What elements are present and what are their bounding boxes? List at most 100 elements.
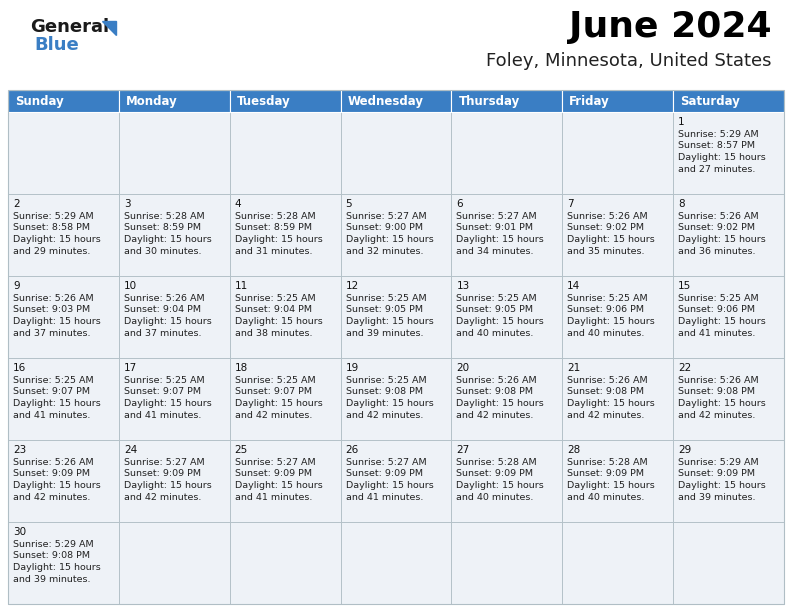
Text: Daylight: 15 hours: Daylight: 15 hours xyxy=(13,399,101,408)
Bar xyxy=(562,194,673,276)
Text: Daylight: 15 hours: Daylight: 15 hours xyxy=(124,235,211,244)
Text: Sunrise: 5:27 AM: Sunrise: 5:27 AM xyxy=(234,458,315,467)
Text: Sunrise: 5:26 AM: Sunrise: 5:26 AM xyxy=(13,458,93,467)
Bar xyxy=(341,276,451,358)
Text: and 42 minutes.: and 42 minutes. xyxy=(124,493,201,501)
Bar xyxy=(230,522,341,604)
Bar xyxy=(119,276,230,358)
Text: 22: 22 xyxy=(678,363,691,373)
Text: Sunrise: 5:26 AM: Sunrise: 5:26 AM xyxy=(678,212,759,221)
Text: Foley, Minnesota, United States: Foley, Minnesota, United States xyxy=(486,52,772,70)
Text: Sunset: 9:01 PM: Sunset: 9:01 PM xyxy=(456,223,534,233)
Bar xyxy=(673,522,784,604)
Text: and 41 minutes.: and 41 minutes. xyxy=(124,411,201,419)
Bar xyxy=(451,90,562,112)
Text: Sunset: 8:59 PM: Sunset: 8:59 PM xyxy=(234,223,312,233)
Text: Sunrise: 5:26 AM: Sunrise: 5:26 AM xyxy=(678,376,759,385)
Text: Daylight: 15 hours: Daylight: 15 hours xyxy=(456,481,544,490)
Text: and 37 minutes.: and 37 minutes. xyxy=(124,329,201,337)
Bar xyxy=(451,194,562,276)
Text: Sunrise: 5:25 AM: Sunrise: 5:25 AM xyxy=(345,294,426,303)
Text: Sunset: 9:02 PM: Sunset: 9:02 PM xyxy=(567,223,644,233)
Text: Daylight: 15 hours: Daylight: 15 hours xyxy=(567,317,655,326)
Text: Monday: Monday xyxy=(126,94,177,108)
Text: 25: 25 xyxy=(234,445,248,455)
Text: and 41 minutes.: and 41 minutes. xyxy=(678,329,756,337)
Text: and 31 minutes.: and 31 minutes. xyxy=(234,247,312,255)
Text: and 42 minutes.: and 42 minutes. xyxy=(345,411,423,419)
Text: Sunrise: 5:28 AM: Sunrise: 5:28 AM xyxy=(234,212,315,221)
Text: 13: 13 xyxy=(456,281,470,291)
Text: General: General xyxy=(30,18,109,36)
Text: 1: 1 xyxy=(678,117,685,127)
Bar xyxy=(673,90,784,112)
Text: June 2024: June 2024 xyxy=(569,10,772,44)
Text: Sunset: 9:05 PM: Sunset: 9:05 PM xyxy=(345,305,423,315)
Text: Sunset: 9:05 PM: Sunset: 9:05 PM xyxy=(456,305,534,315)
Text: and 30 minutes.: and 30 minutes. xyxy=(124,247,201,255)
Text: Sunrise: 5:25 AM: Sunrise: 5:25 AM xyxy=(234,294,315,303)
Text: Sunrise: 5:28 AM: Sunrise: 5:28 AM xyxy=(456,458,537,467)
Bar xyxy=(8,276,119,358)
Bar xyxy=(8,112,119,194)
Text: Daylight: 15 hours: Daylight: 15 hours xyxy=(234,481,322,490)
Text: Sunset: 9:07 PM: Sunset: 9:07 PM xyxy=(234,387,312,397)
Text: Sunset: 9:08 PM: Sunset: 9:08 PM xyxy=(456,387,534,397)
Text: Sunrise: 5:25 AM: Sunrise: 5:25 AM xyxy=(567,294,648,303)
Bar xyxy=(8,358,119,440)
Bar xyxy=(451,112,562,194)
Text: Sunrise: 5:29 AM: Sunrise: 5:29 AM xyxy=(13,540,93,549)
Bar xyxy=(562,90,673,112)
Text: Sunset: 8:59 PM: Sunset: 8:59 PM xyxy=(124,223,201,233)
Bar xyxy=(341,440,451,522)
Text: Sunrise: 5:26 AM: Sunrise: 5:26 AM xyxy=(13,294,93,303)
Text: 30: 30 xyxy=(13,527,26,537)
Bar xyxy=(230,276,341,358)
Text: Blue: Blue xyxy=(34,36,78,54)
Text: Sunset: 8:57 PM: Sunset: 8:57 PM xyxy=(678,141,755,151)
Text: Daylight: 15 hours: Daylight: 15 hours xyxy=(234,317,322,326)
Bar xyxy=(341,90,451,112)
Text: Sunday: Sunday xyxy=(15,94,63,108)
Text: and 39 minutes.: and 39 minutes. xyxy=(13,575,90,583)
Bar xyxy=(673,194,784,276)
Text: 6: 6 xyxy=(456,199,463,209)
Text: 21: 21 xyxy=(567,363,581,373)
Text: Sunset: 9:07 PM: Sunset: 9:07 PM xyxy=(124,387,201,397)
Text: Daylight: 15 hours: Daylight: 15 hours xyxy=(13,235,101,244)
Bar xyxy=(562,522,673,604)
Text: Sunrise: 5:26 AM: Sunrise: 5:26 AM xyxy=(456,376,537,385)
Text: Daylight: 15 hours: Daylight: 15 hours xyxy=(678,235,766,244)
Text: Sunrise: 5:26 AM: Sunrise: 5:26 AM xyxy=(567,376,648,385)
Text: Sunrise: 5:26 AM: Sunrise: 5:26 AM xyxy=(567,212,648,221)
Text: 4: 4 xyxy=(234,199,242,209)
Text: Sunset: 9:07 PM: Sunset: 9:07 PM xyxy=(13,387,90,397)
Text: and 40 minutes.: and 40 minutes. xyxy=(456,493,534,501)
Bar xyxy=(341,112,451,194)
Text: Saturday: Saturday xyxy=(680,94,740,108)
Text: Sunset: 9:06 PM: Sunset: 9:06 PM xyxy=(567,305,644,315)
Bar xyxy=(562,440,673,522)
Text: 10: 10 xyxy=(124,281,137,291)
Text: and 42 minutes.: and 42 minutes. xyxy=(234,411,312,419)
Text: Daylight: 15 hours: Daylight: 15 hours xyxy=(345,317,433,326)
Bar xyxy=(119,440,230,522)
Text: 2: 2 xyxy=(13,199,20,209)
Bar xyxy=(673,276,784,358)
Text: and 40 minutes.: and 40 minutes. xyxy=(567,493,645,501)
Text: Sunrise: 5:29 AM: Sunrise: 5:29 AM xyxy=(678,130,759,139)
Bar xyxy=(8,194,119,276)
Text: and 40 minutes.: and 40 minutes. xyxy=(456,329,534,337)
Text: Sunrise: 5:25 AM: Sunrise: 5:25 AM xyxy=(124,376,204,385)
Text: Sunset: 9:09 PM: Sunset: 9:09 PM xyxy=(345,469,423,479)
Text: Daylight: 15 hours: Daylight: 15 hours xyxy=(678,317,766,326)
Text: and 32 minutes.: and 32 minutes. xyxy=(345,247,423,255)
Polygon shape xyxy=(102,21,116,35)
Text: 3: 3 xyxy=(124,199,131,209)
Text: 18: 18 xyxy=(234,363,248,373)
Text: Sunrise: 5:25 AM: Sunrise: 5:25 AM xyxy=(13,376,93,385)
Text: 15: 15 xyxy=(678,281,691,291)
Text: and 42 minutes.: and 42 minutes. xyxy=(567,411,645,419)
Bar xyxy=(119,194,230,276)
Text: Sunrise: 5:25 AM: Sunrise: 5:25 AM xyxy=(345,376,426,385)
